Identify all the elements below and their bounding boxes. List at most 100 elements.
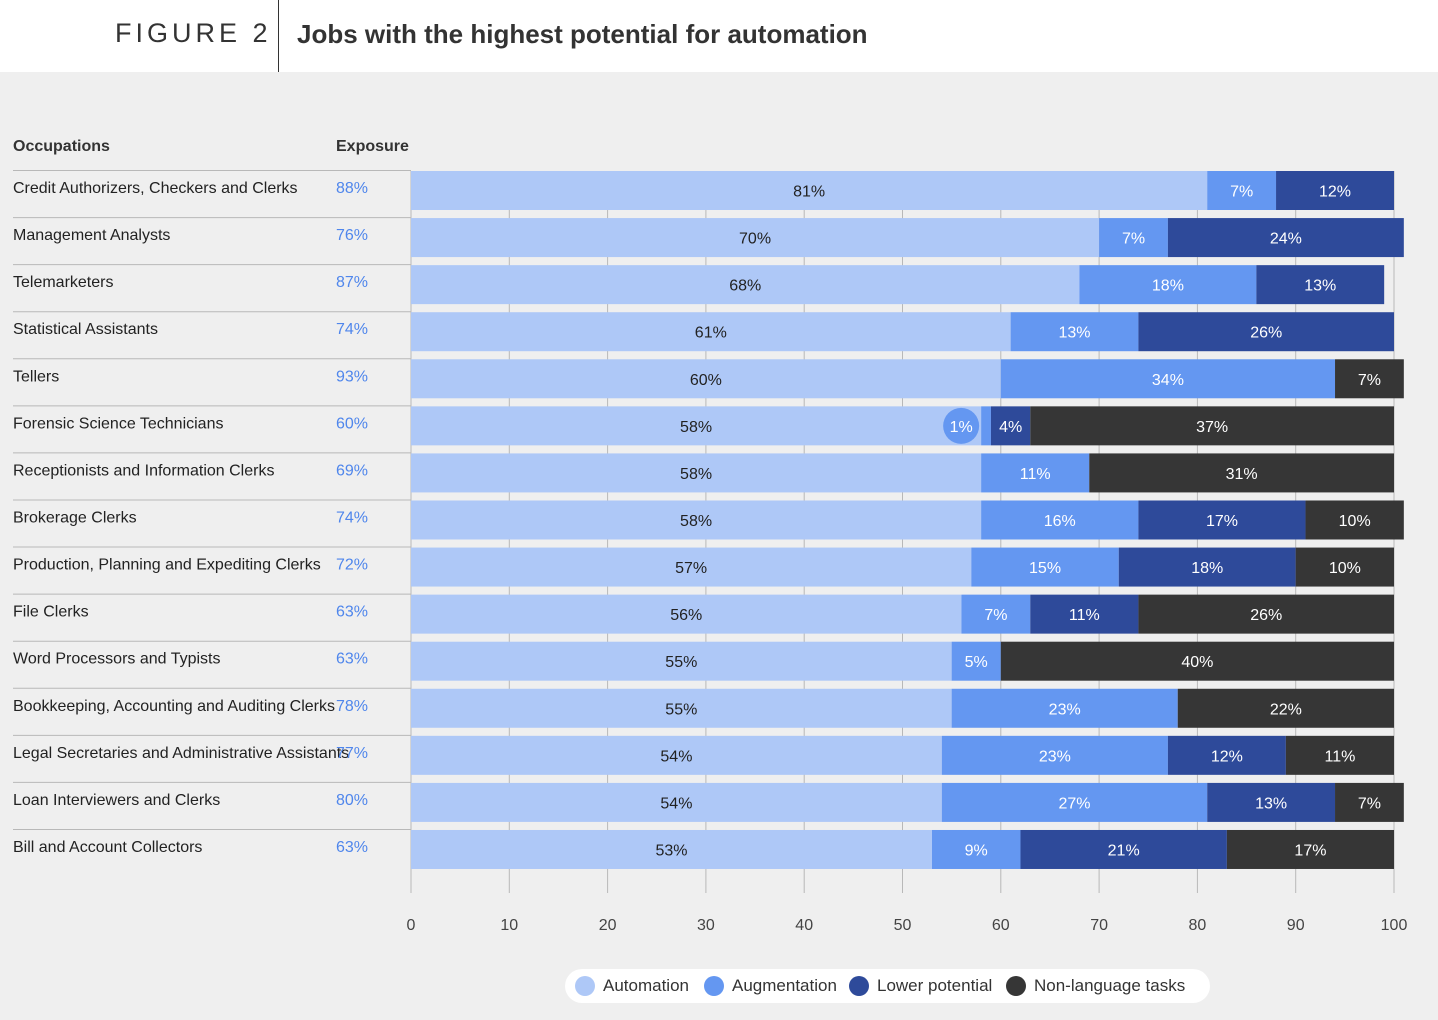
data-label: 27%	[1059, 795, 1091, 812]
legend-label-non-language: Non-language tasks	[1034, 976, 1186, 995]
bar-segment-non-language	[1000, 641, 1394, 681]
data-label: 37%	[1196, 419, 1228, 436]
bar-segment-automation	[411, 218, 1100, 258]
occupation-label: Receptionists and Information Clerks	[13, 462, 274, 479]
bar-segment-augmentation	[931, 829, 1021, 869]
data-label: 53%	[655, 842, 687, 859]
data-label: 81%	[793, 184, 825, 201]
x-tick-label: 80	[1189, 917, 1207, 934]
data-label: 55%	[665, 654, 697, 671]
x-tick-label: 40	[795, 917, 813, 934]
bar-segment-lower-potential	[1276, 171, 1394, 210]
occupation-label: Word Processors and Typists	[13, 651, 221, 668]
occupation-label: Credit Authorizers, Checkers and Clerks	[13, 180, 298, 197]
bar-segment-non-language	[1285, 735, 1394, 775]
data-label: 16%	[1044, 513, 1076, 530]
data-label: 58%	[680, 419, 712, 436]
exposure-value: 78%	[336, 698, 368, 715]
bar-segment-lower-potential	[1167, 218, 1404, 258]
bar-segment-augmentation	[1099, 218, 1168, 258]
exposure-value: 63%	[336, 651, 368, 668]
occupation-label: Legal Secretaries and Administrative Ass…	[13, 745, 349, 762]
exposure-value: 80%	[336, 792, 368, 809]
data-label: 13%	[1255, 795, 1287, 812]
data-label: 56%	[670, 607, 702, 624]
bar-segment-lower-potential	[1020, 829, 1227, 869]
bar-segment-automation	[411, 688, 952, 728]
bar-segment-automation	[411, 735, 942, 775]
exposure-value: 87%	[336, 274, 368, 291]
x-tick-label: 10	[500, 917, 518, 934]
legend-item-augmentation: Augmentation	[704, 969, 837, 1003]
exposure-value: 72%	[336, 557, 368, 574]
data-label: 17%	[1206, 513, 1238, 530]
exposure-value: 74%	[336, 509, 368, 526]
bar-segment-automation	[411, 547, 972, 587]
bar-segment-lower-potential	[1167, 735, 1286, 775]
occupation-label: Bill and Account Collectors	[13, 839, 202, 856]
data-label: 23%	[1049, 701, 1081, 718]
data-label: 10%	[1339, 513, 1371, 530]
occupation-label: Telemarketers	[13, 274, 113, 291]
figure-header: FIGURE 2 Jobs with the highest potential…	[0, 0, 1438, 72]
legend-item-automation: Automation	[575, 969, 689, 1003]
data-label: 15%	[1029, 560, 1061, 577]
bar-segment-augmentation	[981, 500, 1139, 540]
legend-label-automation: Automation	[603, 976, 689, 995]
data-label: 4%	[999, 419, 1022, 436]
chart-legend: Automation Augmentation Lower potential …	[565, 969, 1210, 1003]
x-tick-label: 30	[697, 917, 715, 934]
data-label: 17%	[1294, 842, 1326, 859]
x-tick-label: 20	[599, 917, 617, 934]
data-label: 11%	[1020, 466, 1051, 483]
bar-segment-augmentation	[961, 594, 1031, 634]
bar-segment-augmentation	[941, 735, 1168, 775]
bar-segment-non-language	[1226, 829, 1394, 869]
figure-label: FIGURE 2	[115, 18, 272, 48]
data-label: 31%	[1226, 466, 1258, 483]
bar-segment-augmentation	[1207, 171, 1277, 210]
occupation-label: Statistical Assistants	[13, 321, 158, 338]
data-label: 57%	[675, 560, 707, 577]
data-label: 58%	[680, 466, 712, 483]
occupations-column-header: Occupations	[13, 138, 110, 155]
bar-segment-augmentation	[981, 406, 991, 446]
bar-segment-automation	[411, 406, 982, 446]
data-label: 7%	[1358, 795, 1381, 812]
exposure-value: 76%	[336, 227, 368, 244]
exposure-value: 63%	[336, 604, 368, 621]
legend-swatch-lower-potential	[849, 976, 869, 996]
exposure-value: 77%	[336, 745, 368, 762]
data-label: 18%	[1152, 278, 1184, 295]
data-label: 26%	[1250, 607, 1282, 624]
bar-segment-lower-potential	[1118, 547, 1296, 587]
occupation-label: Loan Interviewers and Clerks	[13, 792, 220, 809]
bar-segment-non-language	[1030, 406, 1394, 446]
bar-segment-automation	[411, 359, 1001, 399]
bar-segment-non-language	[1305, 500, 1404, 540]
bar-segment-lower-potential	[1138, 312, 1394, 352]
x-tick-label: 90	[1287, 917, 1305, 934]
data-label: 11%	[1325, 748, 1356, 765]
bar-segment-automation	[411, 453, 982, 493]
data-label: 1%	[950, 419, 973, 436]
exposure-value: 63%	[336, 839, 368, 856]
data-label: 12%	[1211, 748, 1243, 765]
x-tick-label: 60	[992, 917, 1010, 934]
data-label: 58%	[680, 513, 712, 530]
data-label: 21%	[1108, 842, 1140, 859]
bar-segment-augmentation	[1010, 312, 1139, 352]
data-label: 18%	[1191, 560, 1223, 577]
bar-segment-augmentation	[951, 641, 1001, 681]
data-label: 60%	[690, 372, 722, 389]
data-label: 40%	[1181, 654, 1213, 671]
bar-segment-automation	[411, 641, 952, 681]
legend-label-augmentation: Augmentation	[732, 976, 837, 995]
stacked-bar-chart: Credit Authorizers, Checkers and Clerks 8…	[13, 170, 1407, 934]
bar-segment-non-language	[1177, 688, 1394, 728]
data-label: 13%	[1059, 325, 1091, 342]
exposure-value: 60%	[336, 415, 368, 432]
occupation-label: Tellers	[13, 368, 59, 385]
x-tick-label: 0	[407, 917, 416, 934]
bar-segment-lower-potential	[1207, 782, 1336, 822]
